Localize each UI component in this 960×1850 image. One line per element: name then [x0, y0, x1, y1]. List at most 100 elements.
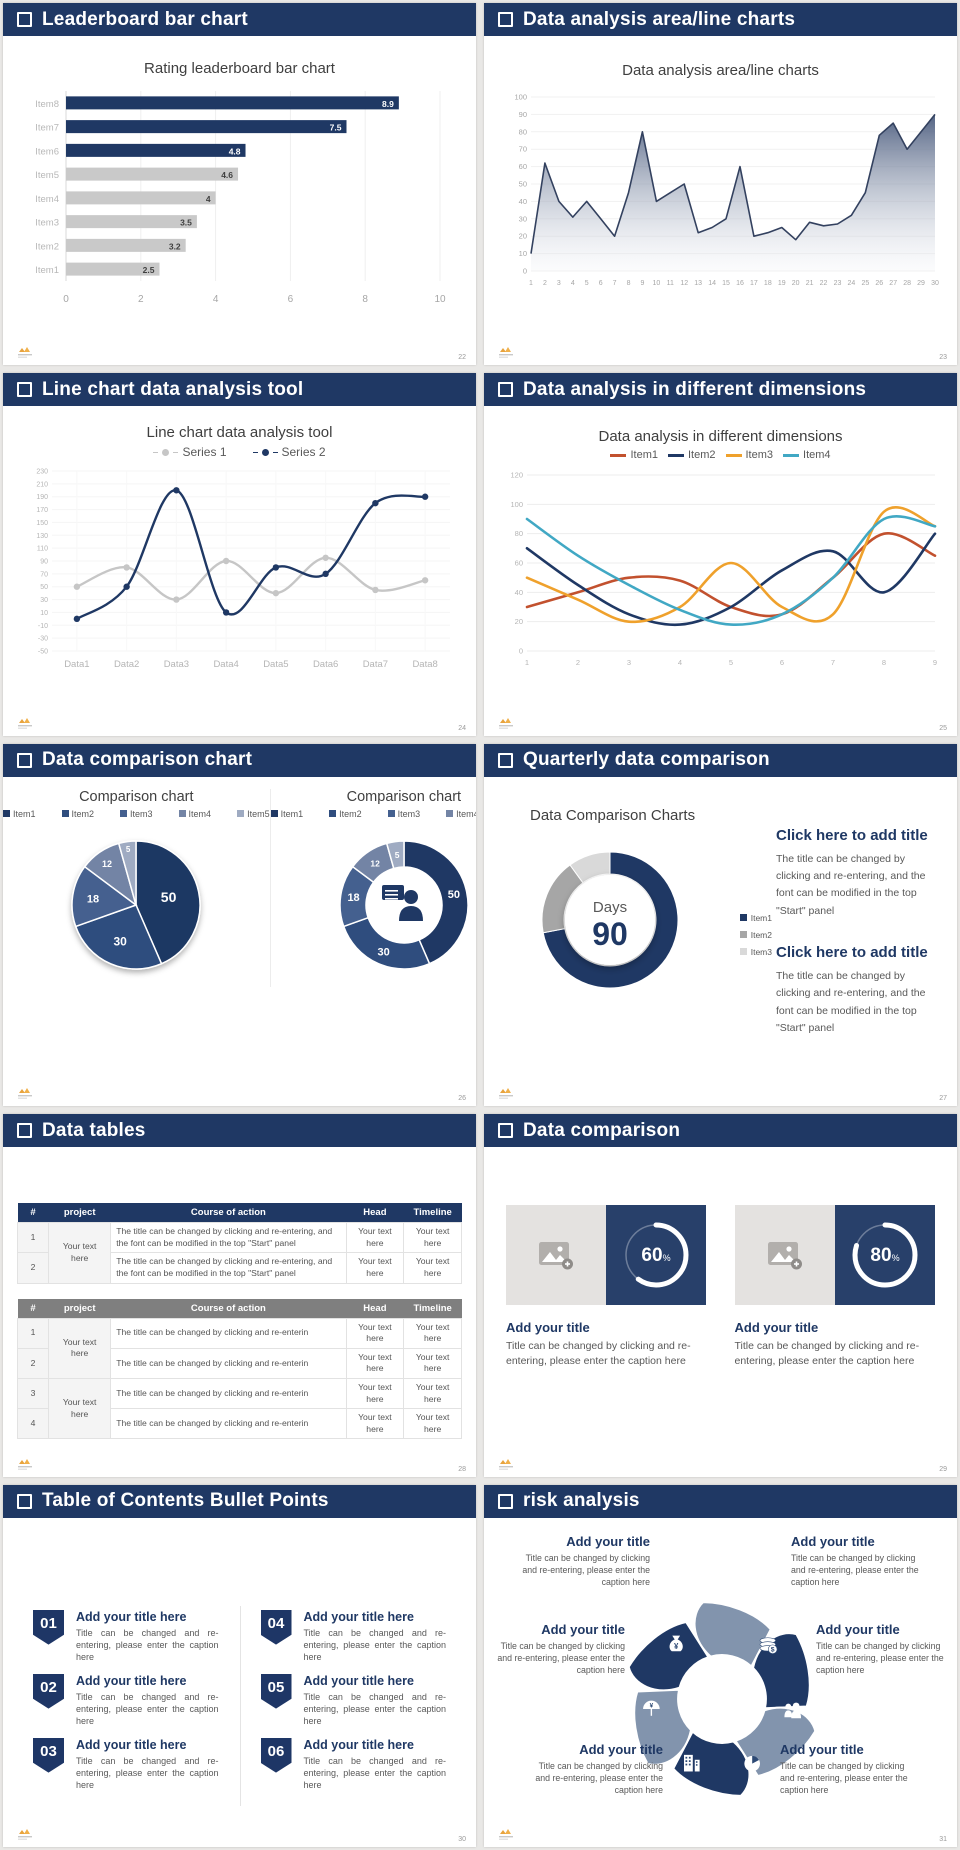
svg-text:17: 17	[749, 280, 757, 287]
slide-header-title: Table of Contents Bullet Points	[42, 1490, 329, 1512]
page-number: 29	[939, 1465, 947, 1473]
svg-text:¥: ¥	[650, 1702, 654, 1709]
checkbox-square-icon	[17, 1123, 32, 1139]
svg-text:120: 120	[510, 471, 523, 480]
svg-text:18: 18	[763, 280, 771, 287]
svg-text:$: $	[771, 1646, 775, 1653]
page-number: 23	[939, 354, 947, 362]
column-header: project	[48, 1203, 111, 1223]
svg-text:20: 20	[791, 280, 799, 287]
slide-quarterly-comparison[interactable]: Quarterly data comparison Data Compariso…	[484, 743, 957, 1107]
pie-chart-icon	[744, 1755, 760, 1772]
checkbox-square-icon	[498, 1123, 513, 1139]
slide-header-band: Data tables	[3, 1114, 476, 1148]
bar-Item6	[65, 143, 246, 157]
chart-title: Comparison chart	[346, 788, 462, 805]
svg-text:80: 80	[518, 127, 526, 136]
slide-area-line-charts[interactable]: Data analysis area/line charts Data anal…	[484, 3, 957, 366]
comparison-card: 60% Add your title Title can be changed …	[506, 1205, 707, 1369]
svg-text:60%: 60%	[641, 1245, 670, 1266]
page-number: 30	[458, 1835, 466, 1843]
svg-text:40: 40	[518, 197, 526, 206]
table-row: 1 Your text here The title can be changed …	[16, 1317, 462, 1379]
risk-diagram-area: ¥ $ ¥ Add your title Title can be changed b…	[484, 1518, 957, 1847]
svg-text:3: 3	[626, 658, 630, 667]
bar-Item4	[65, 191, 216, 205]
svg-text:Data7: Data7	[362, 659, 387, 670]
toc-item-06[interactable]: 06 Add your title here Title can be change…	[260, 1737, 446, 1802]
toc-item-01[interactable]: 01 Add your title here Title can be change…	[33, 1609, 219, 1674]
svg-text:9: 9	[932, 658, 936, 667]
svg-text:Data1: Data1	[64, 659, 89, 670]
slide-leaderboard-bar-chart[interactable]: Leaderboard bar chart Rating leaderboard…	[3, 3, 476, 366]
risk-block-caption: Title can be changed by clicking and re-…	[816, 1640, 944, 1676]
page-number: 22	[458, 354, 466, 362]
toc-item-title: Add your title here	[303, 1737, 414, 1752]
slide-line-chart-tool[interactable]: Line chart data analysis tool Line chart…	[3, 373, 476, 736]
svg-text:10: 10	[40, 610, 48, 617]
slide-header-title: Data analysis area/line charts	[523, 8, 796, 30]
toc-number-badge: 02	[33, 1673, 64, 1709]
legend-item: Series 1	[153, 445, 227, 459]
slide-header-title: Data tables	[42, 1119, 146, 1141]
table-row: 1 Your text here The title can be changed …	[16, 1222, 462, 1284]
toc-number-badge: 03	[33, 1737, 64, 1773]
toc-number-badge: 06	[260, 1737, 292, 1773]
slide-header-band: risk analysis	[484, 1484, 957, 1518]
line-chart: 230 210 190 170 150 130 110 90 70 50 30 10 -10 -30 -50…	[36, 469, 450, 670]
brand-logo	[499, 717, 513, 729]
svg-text:30: 30	[931, 280, 939, 287]
chart-legend: Series 1 Series 2	[3, 445, 476, 459]
toc-item-02[interactable]: 02 Add your title here Title can be change…	[33, 1673, 219, 1738]
toc-item-03[interactable]: 03 Add your title here Title can be change…	[33, 1737, 219, 1802]
slide-dimensions-chart[interactable]: Data analysis in different dimensions Da…	[484, 373, 957, 736]
slide-header-title: risk analysis	[523, 1490, 640, 1512]
svg-text:150: 150	[36, 520, 48, 527]
toc-number-badge: 05	[260, 1673, 292, 1709]
multi-line-chart: 0 20 40 60 80 100 120 1 2 3 4 5 6 7 8 9	[510, 471, 937, 668]
chart-label: Data Comparison Charts	[530, 806, 696, 824]
checkbox-square-icon	[17, 752, 32, 768]
legend-item: Item2	[667, 449, 716, 461]
card-title: Add your title	[506, 1320, 590, 1336]
chart-title: Comparison chart	[79, 788, 194, 805]
chart-legend: Item1 Item2 Item3	[739, 913, 772, 957]
svg-text:21: 21	[805, 280, 813, 287]
svg-text:Item8: Item8	[35, 99, 59, 110]
bar-Item5	[65, 167, 238, 181]
slide-risk-analysis[interactable]: risk analysis ¥ $ ¥ Add your title Title ca…	[484, 1484, 957, 1847]
brand-logo	[499, 1828, 513, 1840]
svg-text:Data3: Data3	[163, 659, 188, 670]
slide-header-band: Quarterly data comparison	[484, 743, 957, 777]
svg-text:50: 50	[40, 585, 48, 592]
column-header: project	[48, 1298, 111, 1319]
slide-toc-bullets[interactable]: Table of Contents Bullet Points 01 Add yo…	[3, 1484, 476, 1847]
page-number: 27	[939, 1095, 947, 1103]
svg-text:-10: -10	[37, 623, 47, 630]
column-header: Course of action	[110, 1298, 347, 1319]
toc-item-05[interactable]: 05 Add your title here Title can be change…	[260, 1673, 446, 1738]
risk-title-block: Add your title Title can be changed by cl…	[490, 1622, 625, 1677]
risk-title-block: Add your title Title can be changed by cl…	[816, 1622, 954, 1677]
svg-text:100: 100	[514, 93, 527, 102]
svg-text:210: 210	[36, 482, 48, 489]
column-header: #	[17, 1203, 49, 1223]
slide-comparison-pies[interactable]: Data comparison chart Comparison chart I…	[3, 743, 476, 1107]
slide-data-tables[interactable]: Data tables # project Course of action Head…	[3, 1114, 476, 1477]
slide-header-band: Leaderboard bar chart	[3, 3, 476, 36]
svg-text:4: 4	[570, 280, 574, 287]
slide-data-comparison-cards[interactable]: Data comparison 60% Add your title Title…	[484, 1114, 957, 1477]
legend-item: Item1	[3, 809, 36, 819]
svg-text:10: 10	[434, 294, 446, 305]
presenter-icon	[381, 884, 423, 921]
tables-container: # project Course of action Head Timeline 1 You…	[3, 1147, 476, 1440]
svg-text:¥: ¥	[674, 1641, 679, 1650]
toc-item-04[interactable]: 04 Add your title here Title can be change…	[260, 1609, 446, 1674]
slide-header-title: Leaderboard bar chart	[42, 8, 248, 30]
svg-text:3.2: 3.2	[168, 241, 180, 251]
chart-title: Line chart data analysis tool	[146, 424, 333, 442]
